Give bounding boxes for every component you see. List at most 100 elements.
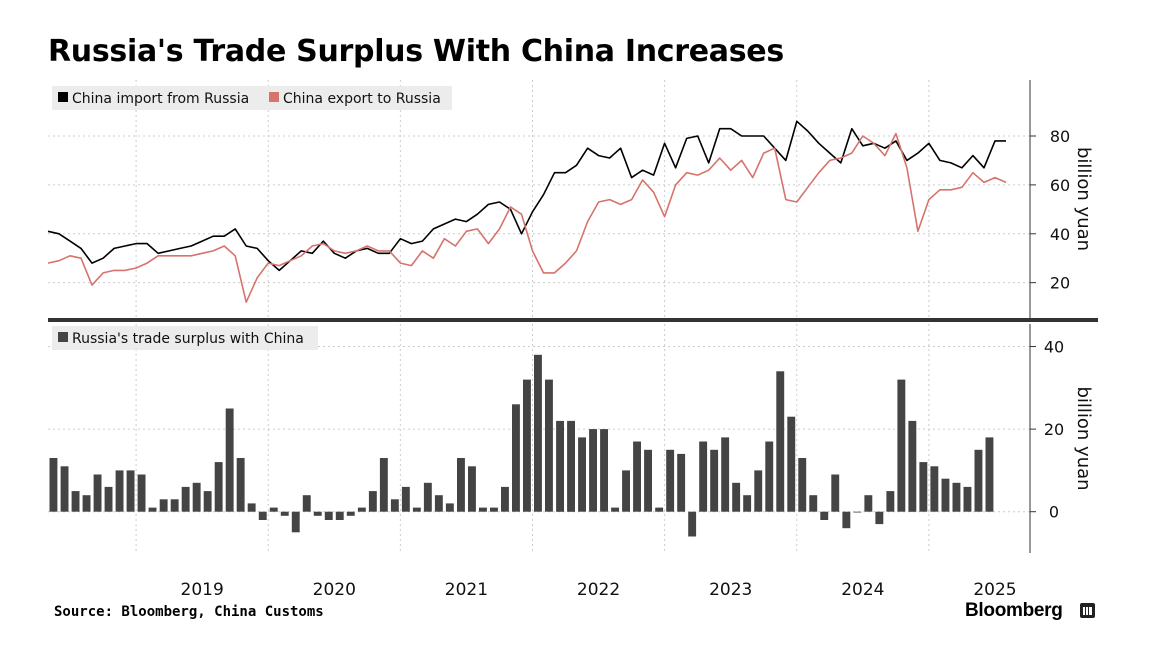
surplus-bar bbox=[60, 466, 69, 512]
y-tick-label: 40 bbox=[1044, 338, 1064, 357]
x-tick-label: 2021 bbox=[445, 580, 488, 600]
panel-divider bbox=[48, 318, 1098, 322]
surplus-bar bbox=[203, 491, 212, 512]
surplus-bar bbox=[457, 458, 465, 512]
surplus-bar bbox=[104, 486, 113, 512]
surplus-bar bbox=[148, 507, 157, 512]
surplus-bar bbox=[677, 453, 686, 512]
surplus-bar bbox=[952, 482, 961, 512]
surplus-bar bbox=[445, 503, 454, 512]
surplus-bar bbox=[875, 511, 884, 525]
surplus-bar bbox=[71, 491, 80, 512]
x-tick-label: 2019 bbox=[181, 580, 224, 600]
surplus-bar bbox=[908, 420, 917, 512]
legend-swatch bbox=[58, 92, 68, 102]
surplus-bar bbox=[214, 462, 223, 512]
surplus-bar bbox=[390, 499, 399, 512]
surplus-bar bbox=[666, 449, 675, 512]
surplus-bar bbox=[655, 507, 664, 512]
y-tick-label: 40 bbox=[1050, 225, 1070, 244]
surplus-bar bbox=[941, 478, 950, 512]
surplus-bar bbox=[974, 449, 983, 512]
source-note: Source: Bloomberg, China Customs bbox=[54, 604, 324, 620]
surplus-bar bbox=[578, 437, 586, 512]
surplus-bar bbox=[842, 511, 851, 529]
surplus-bar bbox=[379, 458, 388, 512]
surplus-bar bbox=[644, 449, 652, 512]
surplus-bar bbox=[346, 511, 355, 516]
surplus-bar bbox=[985, 437, 994, 512]
surplus-bar bbox=[897, 379, 906, 512]
surplus-bar bbox=[490, 507, 498, 512]
y-axis-label: billion yuan bbox=[1073, 386, 1094, 490]
surplus-bar bbox=[963, 486, 972, 512]
surplus-bar bbox=[798, 458, 807, 512]
legend-swatch bbox=[269, 92, 279, 102]
surplus-bar bbox=[258, 511, 267, 520]
legend-box bbox=[52, 86, 452, 110]
import-series-line bbox=[47, 120, 1006, 272]
x-tick-label: 2022 bbox=[577, 580, 620, 600]
bloomberg-terminal-icon bbox=[1080, 603, 1095, 618]
surplus-bar bbox=[192, 482, 201, 512]
surplus-bar bbox=[743, 495, 752, 512]
surplus-bar bbox=[401, 486, 410, 512]
export-series-line bbox=[47, 132, 1007, 303]
surplus-bar bbox=[335, 511, 344, 520]
surplus-bar bbox=[831, 474, 840, 512]
surplus-bar bbox=[611, 507, 619, 512]
surplus-bar bbox=[236, 458, 245, 512]
surplus-bar bbox=[324, 511, 333, 520]
surplus-bar bbox=[225, 408, 234, 512]
surplus-bar bbox=[93, 474, 102, 512]
surplus-bar bbox=[853, 511, 862, 513]
surplus-bar bbox=[368, 491, 377, 512]
x-tick-label: 2020 bbox=[313, 580, 356, 600]
y-tick-label: 20 bbox=[1050, 274, 1070, 293]
surplus-bar bbox=[930, 466, 939, 512]
y-tick-label: 0 bbox=[1049, 503, 1059, 522]
surplus-bar bbox=[269, 507, 278, 512]
y-tick-label: 20 bbox=[1044, 420, 1064, 439]
surplus-bar bbox=[412, 507, 421, 512]
surplus-bar bbox=[633, 441, 641, 512]
chart-title: Russia's Trade Surplus With China Increa… bbox=[48, 34, 784, 69]
x-axis: 2019 2020 2021 2022 2023 2024 2025 bbox=[181, 580, 1017, 600]
surplus-bar bbox=[434, 495, 443, 512]
surplus-bar bbox=[699, 441, 708, 512]
surplus-bar bbox=[126, 470, 135, 512]
surplus-bar bbox=[622, 470, 630, 512]
surplus-bar bbox=[159, 499, 168, 512]
surplus-bar bbox=[545, 379, 553, 512]
surplus-bar bbox=[886, 491, 895, 512]
surplus-bar bbox=[247, 503, 256, 512]
x-tick-label: 2024 bbox=[841, 580, 884, 600]
legend-box bbox=[52, 326, 318, 350]
legend-label: China export to Russia bbox=[283, 91, 441, 107]
surplus-bar bbox=[512, 404, 520, 512]
surplus-bar bbox=[809, 495, 818, 512]
y-tick-label: 60 bbox=[1050, 176, 1070, 195]
x-tick-label: 2025 bbox=[973, 580, 1016, 600]
surplus-bar bbox=[313, 511, 322, 516]
surplus-bar bbox=[710, 449, 719, 512]
y-tick-label: 80 bbox=[1050, 127, 1070, 146]
legend: China import from Russia China export to … bbox=[52, 86, 452, 110]
surplus-bar bbox=[721, 437, 730, 512]
surplus-bar bbox=[754, 470, 763, 512]
surplus-bar bbox=[732, 482, 741, 512]
legend-swatch bbox=[58, 332, 68, 342]
surplus-bar bbox=[468, 466, 476, 512]
brand-logo: Bloomberg bbox=[965, 600, 1063, 621]
surplus-bar bbox=[423, 482, 432, 512]
surplus-bar bbox=[556, 420, 564, 512]
surplus-bar bbox=[280, 511, 289, 516]
surplus-bar bbox=[302, 495, 311, 512]
surplus-bar bbox=[357, 507, 366, 512]
surplus-bar bbox=[600, 429, 608, 512]
surplus-bar bbox=[765, 441, 774, 512]
legend: Russia's trade surplus with China bbox=[52, 326, 318, 350]
surplus-bar bbox=[137, 474, 146, 512]
